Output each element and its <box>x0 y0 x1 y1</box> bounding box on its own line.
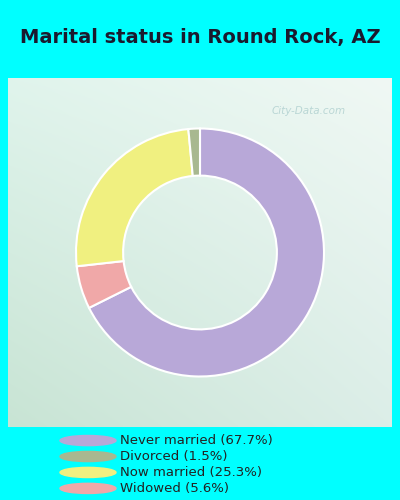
Circle shape <box>60 468 116 477</box>
Wedge shape <box>76 129 193 266</box>
Circle shape <box>60 452 116 462</box>
Circle shape <box>60 436 116 446</box>
Circle shape <box>60 484 116 494</box>
Wedge shape <box>89 128 324 376</box>
Text: Widowed (5.6%): Widowed (5.6%) <box>120 482 229 495</box>
Text: Divorced (1.5%): Divorced (1.5%) <box>120 450 228 463</box>
Text: Now married (25.3%): Now married (25.3%) <box>120 466 262 479</box>
Text: Never married (67.7%): Never married (67.7%) <box>120 434 273 447</box>
Text: City-Data.com: City-Data.com <box>272 106 346 116</box>
Wedge shape <box>77 261 131 308</box>
Wedge shape <box>188 128 200 176</box>
Text: Marital status in Round Rock, AZ: Marital status in Round Rock, AZ <box>20 28 380 47</box>
